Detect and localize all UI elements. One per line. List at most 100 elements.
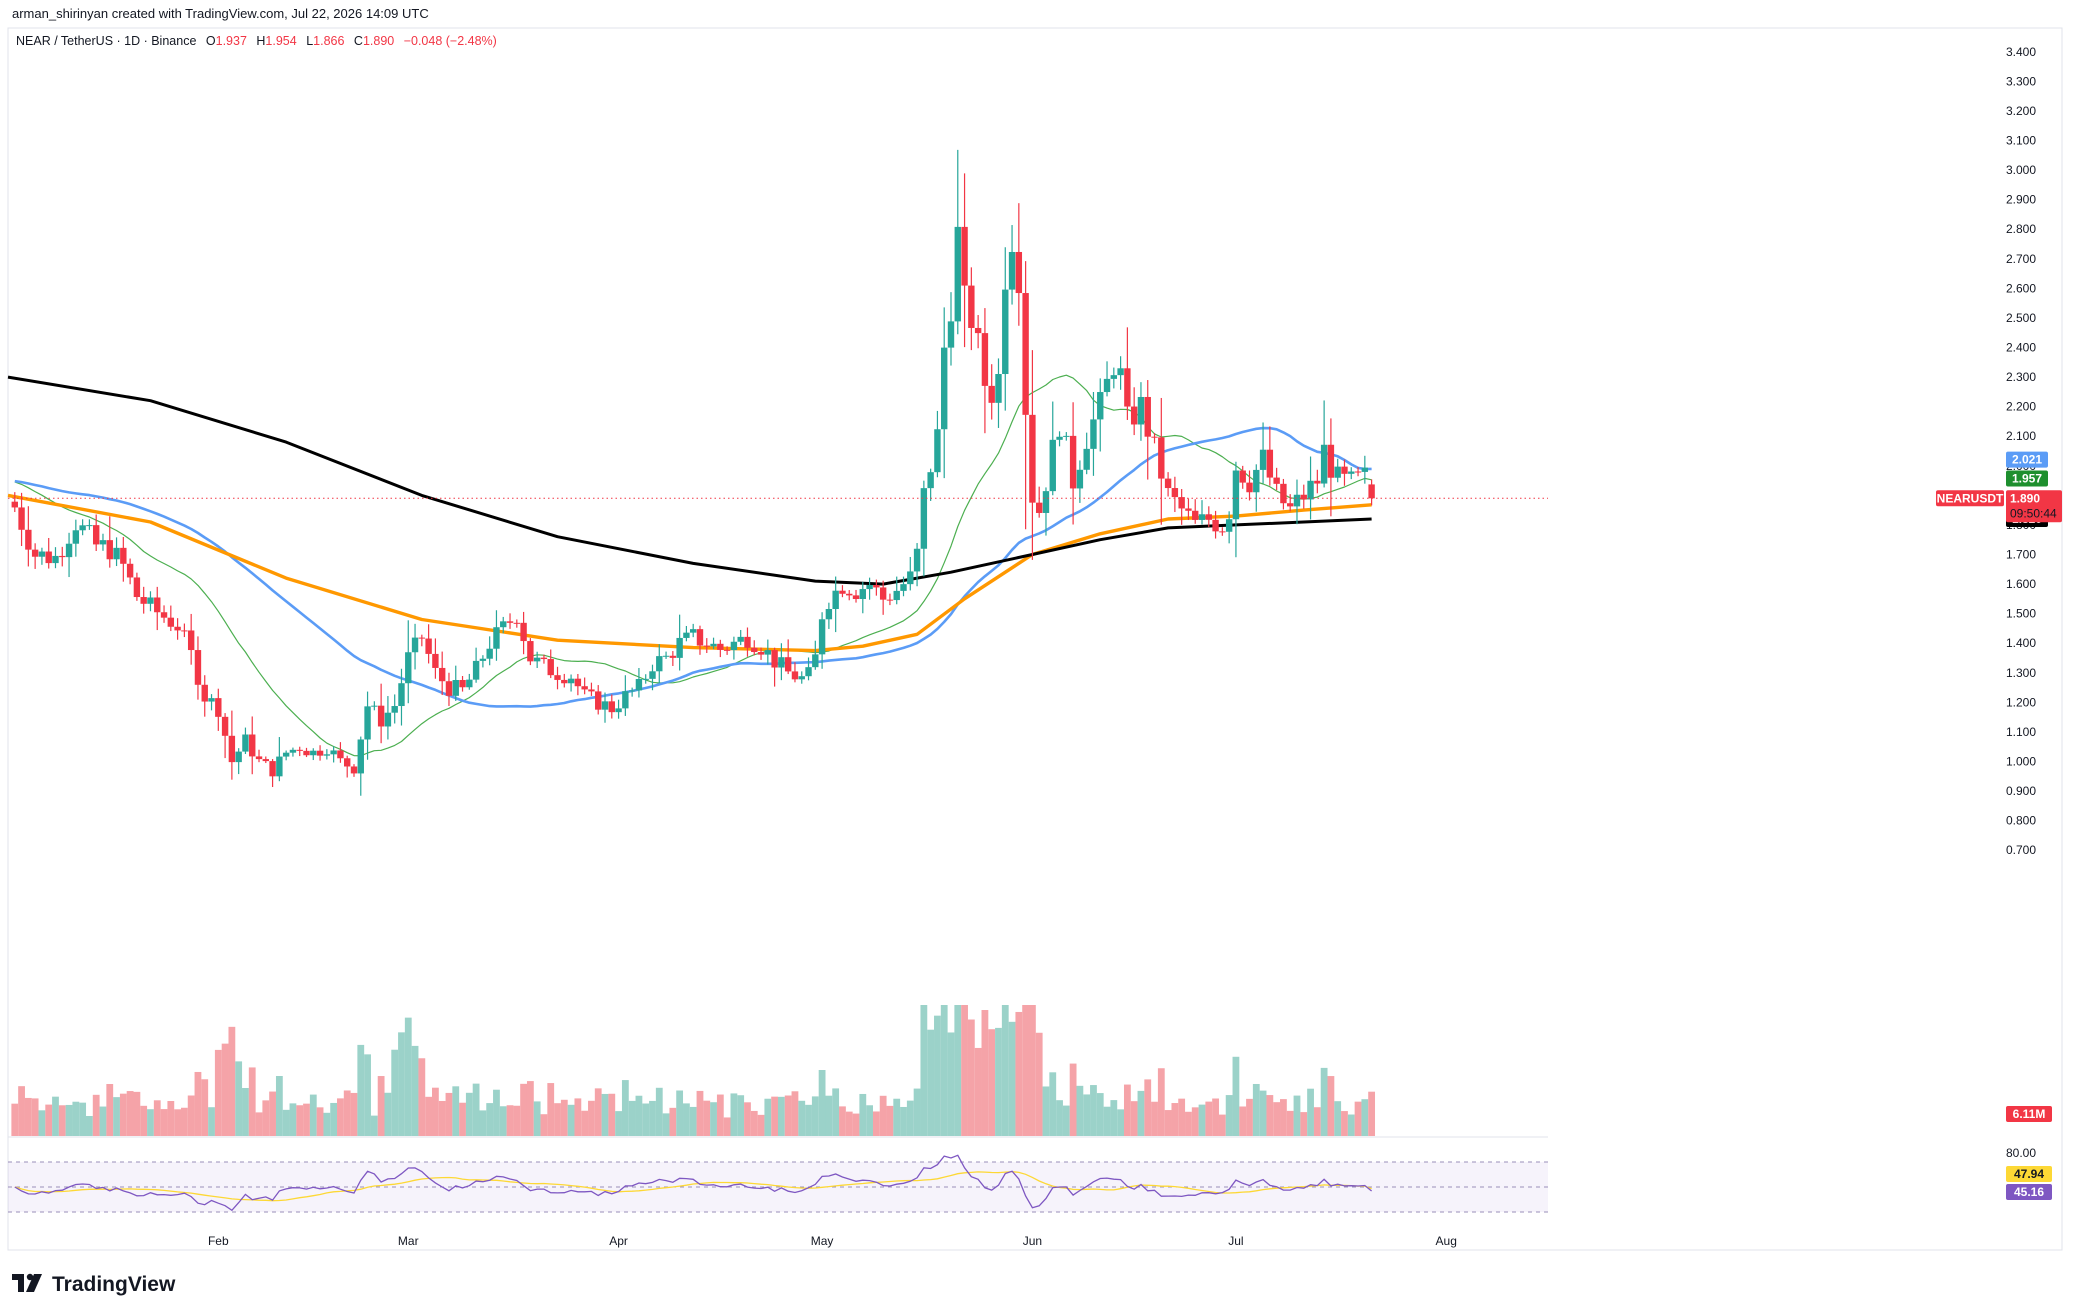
volume-bar [1225,1095,1233,1136]
time-axis[interactable]: Feb Mar Apr May Jun Jul Aug [208,1234,1457,1248]
chart-border [7,27,2063,1251]
volume-bar [1090,1085,1097,1136]
candle-body [1178,497,1185,509]
candle-body [1035,502,1043,513]
candle-body [859,589,867,600]
time-tick-label: May [811,1234,834,1248]
ma-value-tag: 1.957 [2012,471,2042,485]
volume-bar [235,1061,243,1136]
volume-bar [31,1098,39,1136]
candle-body [1246,482,1253,493]
candle-body [500,621,507,628]
price-axis[interactable]: 3.400 3.300 3.200 3.100 3.000 2.900 2.800 2.700… [2006,45,2036,1160]
price-tick-label: 2.900 [2006,193,2036,207]
candle-body [1314,480,1321,484]
volume-bar [452,1086,460,1136]
last-price-tag-bg [2006,490,2062,523]
volume-bar [1117,1109,1124,1136]
volume-bar [174,1109,182,1136]
volume-bar [1212,1098,1219,1136]
candle-body [1205,514,1212,520]
time-tick-label: Apr [609,1234,628,1248]
candle-body [405,652,412,684]
volume-bar [791,1091,799,1136]
volume-bar [86,1115,93,1136]
price-tick-label: 1.200 [2006,695,2036,709]
volume-bar [893,1098,901,1136]
volume-bar [866,1105,873,1136]
candle-body [832,590,839,609]
candle-body [1239,470,1246,483]
volume-bar [533,1101,541,1136]
candle-body [1049,439,1056,492]
price-tick-label: 2.700 [2006,252,2036,266]
rsi-ma-tag-bg [2006,1166,2052,1182]
candle-body [961,226,968,286]
ma-value-tag-bg [2006,470,2048,487]
volume-bar [1266,1095,1274,1136]
close-value: 1.890 [362,34,395,48]
candle-body [201,684,208,702]
volume-bar [493,1089,500,1136]
candle-body [533,657,541,662]
chart-frame [7,27,2063,1251]
rsi-ma-tag: 47.94 [2014,1167,2044,1181]
volume-bar [683,1103,690,1136]
candle-body [208,698,215,702]
tradingview-logo[interactable]: TradingView [12,1272,175,1297]
volume-bar [744,1102,751,1136]
symbol-name[interactable]: NEAR / TetherUS · 1D · Binance [16,34,197,48]
candle-body [1103,378,1111,393]
volume-bar [106,1084,114,1136]
candle-body [310,750,317,756]
volume-bar [282,1109,290,1136]
candle-body [784,657,792,672]
volume-bar [662,1113,670,1136]
candle-body [676,637,683,658]
volume-bar [1354,1101,1362,1136]
volume-bar [1185,1111,1192,1136]
volume-bar [1313,1107,1321,1136]
candle-body [818,619,826,655]
volume-bar [811,1096,819,1136]
volume-bar [391,1049,399,1136]
candle-body [303,750,310,756]
candle-body [466,679,473,688]
volume-bar [1239,1106,1247,1136]
rsi-pane [8,1154,1548,1213]
volume-bar [404,1017,412,1136]
volume-bar [818,1069,826,1136]
candle-body [113,547,120,560]
volume-bar [79,1102,87,1136]
candle-body [1348,471,1355,474]
candle-body [215,698,222,717]
volume-bar [1232,1056,1240,1136]
candle-body [974,327,982,334]
candle-body [703,645,710,647]
volume-bar [798,1100,806,1136]
volume-bar [418,1058,426,1136]
volume-bar [343,1090,351,1136]
candle-body [1090,419,1097,449]
volume-bars [11,1005,1376,1136]
volume-bar [1334,1101,1342,1136]
volume-bar [1198,1104,1206,1136]
candle-body [798,676,805,680]
candle-body [1368,484,1375,499]
candle-body [1158,437,1165,479]
last-price-countdown: 09:50:44 [2010,506,2057,520]
candle-body [350,766,358,774]
volume-bar [133,1091,141,1136]
volume-bar [1035,1032,1043,1136]
candle-body [337,750,344,759]
candle-body [282,752,290,757]
price-tick-label: 2.600 [2006,281,2036,295]
volume-bar [554,1103,561,1136]
volume-bar [214,1049,222,1136]
volume-bar [1056,1100,1063,1136]
candle-body [1110,375,1118,379]
open-value: 1.937 [215,34,247,48]
volume-bar [160,1109,168,1136]
volume-bar [588,1100,595,1136]
